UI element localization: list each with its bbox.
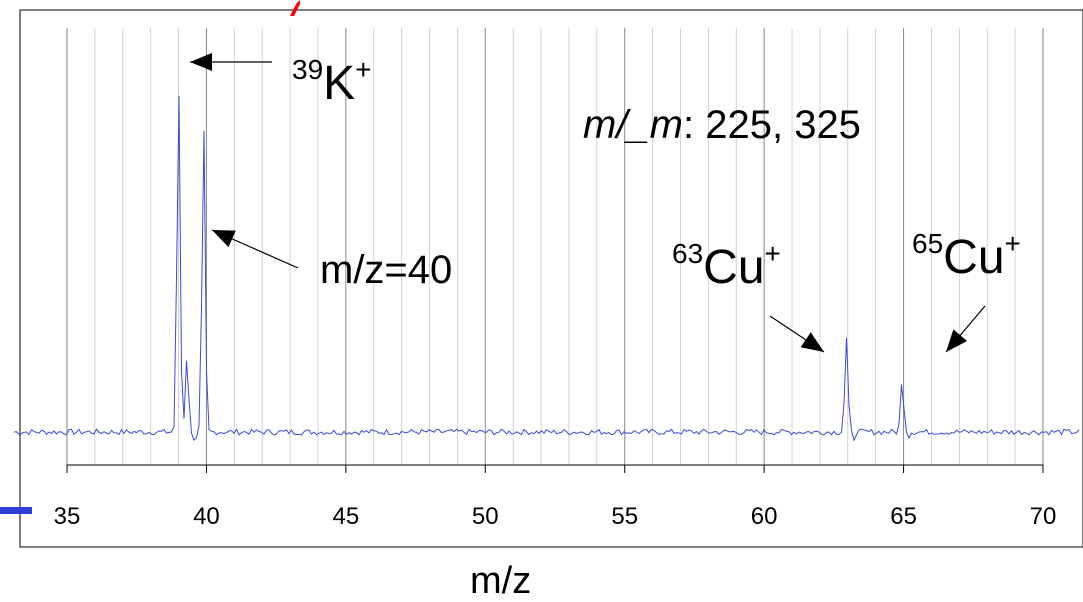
x-tick-label: 70 [1030, 503, 1057, 530]
mz40-label: m/z=40 [320, 248, 453, 292]
x-tick-label: 35 [54, 503, 81, 530]
red-corner-mark [288, 0, 302, 16]
x-tick-label: 45 [333, 503, 360, 530]
resolution-label: m/_m: 225, 325 [583, 105, 861, 145]
cu63-label: 63Cu+ [672, 240, 781, 292]
blue-side-bar [0, 507, 32, 514]
plot-frame [19, 9, 1083, 548]
k39-symbol: K [323, 57, 356, 110]
cu65-mass: 65 [912, 228, 944, 259]
arrow-k39-head [190, 53, 212, 71]
arrow-mz40-head [212, 230, 236, 248]
x-tick-label: 50 [472, 503, 499, 530]
resolution-values: : 225, 325 [683, 103, 861, 147]
x-tick-label: 40 [193, 503, 220, 530]
x-tick-labels: 35 40 45 50 55 60 65 70 [54, 503, 1057, 530]
resolution-italic: m/_m [583, 103, 683, 147]
cu63-symbol: Cu [703, 241, 765, 294]
x-tick-label: 65 [890, 503, 917, 530]
grid-lines [66, 28, 1044, 465]
arrow-cu65-head [946, 329, 968, 352]
k39-charge: + [355, 54, 372, 85]
arrow-cu63-head [800, 332, 824, 352]
cu65-symbol: Cu [943, 231, 1005, 284]
annotation-arrows [190, 53, 986, 353]
x-axis [66, 464, 1044, 473]
x-axis-title: m/z [470, 560, 532, 602]
cu63-mass: 63 [672, 238, 704, 269]
cu65-label: 65Cu+ [912, 230, 1021, 282]
k39-label: 39K+ [292, 56, 372, 108]
cu65-charge: + [1004, 228, 1021, 259]
k39-mass: 39 [292, 54, 324, 85]
x-tick-label: 55 [611, 503, 638, 530]
spectrum-line [13, 95, 1080, 442]
x-tick-label: 60 [751, 503, 778, 530]
cu63-charge: + [764, 238, 781, 269]
